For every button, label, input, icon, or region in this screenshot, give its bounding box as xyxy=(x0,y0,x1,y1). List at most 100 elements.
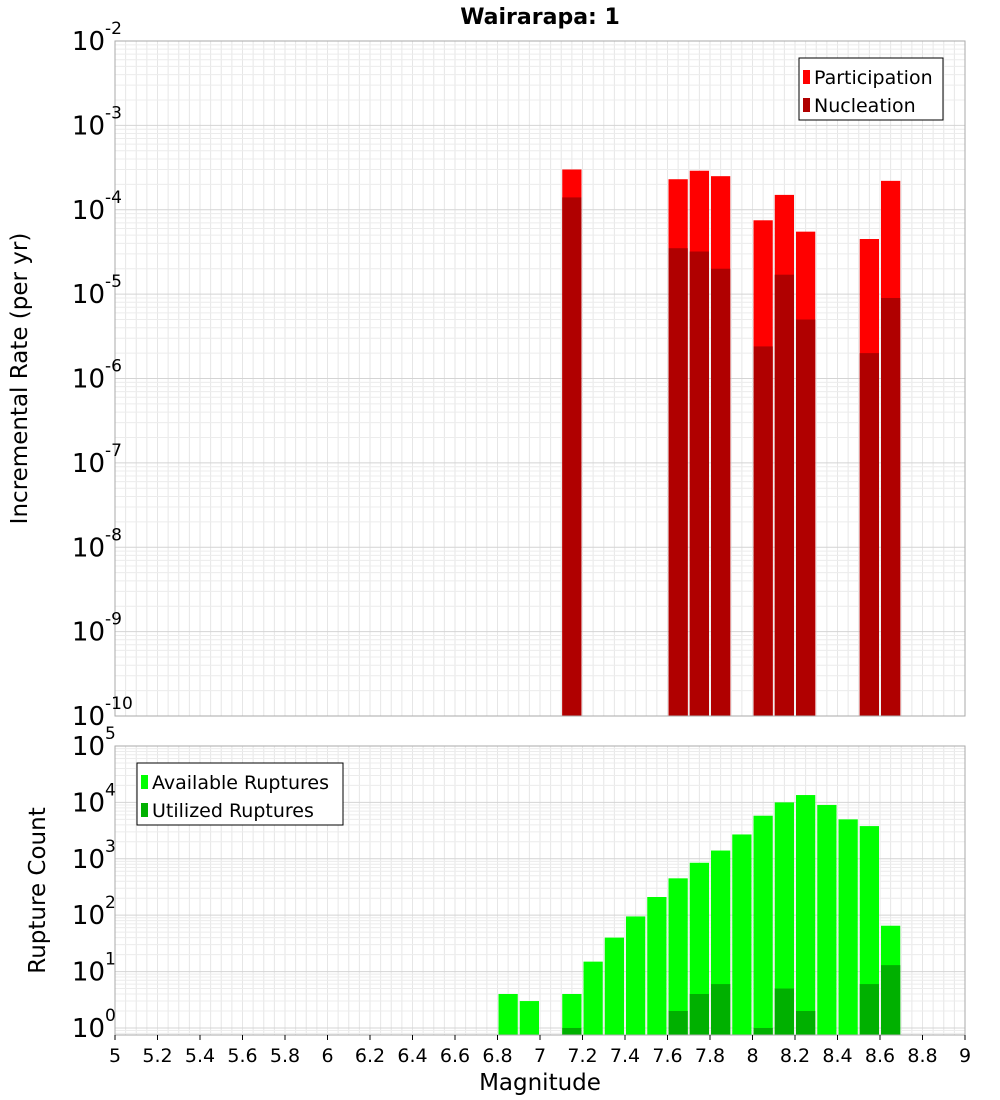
legend-swatch xyxy=(803,98,810,112)
y-tick-exponent: 0 xyxy=(105,1006,116,1026)
x-tick-label: 6.8 xyxy=(482,1045,512,1067)
plot-border xyxy=(114,40,966,717)
x-tick-label: 6 xyxy=(321,1045,333,1067)
bar-nucleation xyxy=(753,346,773,716)
x-tick-label: 9 xyxy=(959,1045,971,1067)
bar-nucleation xyxy=(689,251,709,716)
y-tick-exponent: -3 xyxy=(105,103,122,123)
x-tick-labels: 5 5.2 5.4 5.6 5.8 6 6.2 6.4 6.6 6.8 7 7.2 7.4 7.6 7.8 8… xyxy=(109,1035,971,1067)
y-tick-exponent: -9 xyxy=(105,610,122,630)
x-tick-label: 6.2 xyxy=(355,1045,385,1067)
legend-label: Nucleation xyxy=(814,95,916,117)
y-tick-exponent: -5 xyxy=(105,272,122,292)
bar-available-ruptures xyxy=(498,994,518,1035)
x-tick-label: 7.2 xyxy=(567,1045,597,1067)
y-tick-label: 10 xyxy=(72,280,105,310)
x-tick-label: 7.4 xyxy=(610,1045,640,1067)
bar-available-ruptures xyxy=(519,1001,539,1035)
y-tick-exponent: 5 xyxy=(105,724,116,744)
bar-utilized-ruptures xyxy=(753,1027,773,1035)
y-tick-label: 10 xyxy=(72,901,105,931)
bar-available-ruptures xyxy=(859,826,879,1035)
legend-swatch xyxy=(141,775,148,789)
y-tick-label: 10 xyxy=(72,196,105,226)
x-tick-label: 7.8 xyxy=(695,1045,725,1067)
x-axis-title: Magnitude xyxy=(479,1070,601,1096)
y-tick-label: 10 xyxy=(72,449,105,479)
legend-label: Available Ruptures xyxy=(152,772,329,794)
y-tick-label: 10 xyxy=(72,27,105,57)
y-tick-label: 10 xyxy=(72,365,105,395)
y-tick-label: 10 xyxy=(72,732,105,762)
series-nucleation xyxy=(562,197,901,717)
x-tick-label: 6.6 xyxy=(440,1045,470,1067)
bar-nucleation xyxy=(796,319,816,716)
bar-nucleation xyxy=(668,248,688,717)
x-tick-label: 8.8 xyxy=(907,1045,937,1067)
x-tick-label: 5.2 xyxy=(142,1045,172,1067)
chart-title: Wairarapa: 1 xyxy=(460,5,620,30)
bar-nucleation xyxy=(859,353,879,716)
y-tick-label: 10 xyxy=(72,111,105,141)
bar-available-ruptures xyxy=(562,994,582,1035)
y-tick-exponent: -7 xyxy=(105,441,122,461)
legend-box xyxy=(136,762,344,826)
y-tick-exponent: 1 xyxy=(105,950,116,970)
y-tick-exponent: -2 xyxy=(105,19,122,39)
legend-label: Utilized Ruptures xyxy=(152,800,314,822)
x-tick-label: 8 xyxy=(746,1045,758,1067)
legend-swatch xyxy=(141,803,148,817)
y-tick-label: 10 xyxy=(72,702,105,732)
bar-nucleation xyxy=(562,197,582,717)
bar-utilized-ruptures xyxy=(711,984,731,1035)
gridlines xyxy=(114,41,966,717)
bar-utilized-ruptures xyxy=(668,1010,688,1035)
x-tick-label: 7 xyxy=(534,1045,546,1067)
bar-utilized-ruptures xyxy=(796,1010,816,1035)
y-tick-exponent: -6 xyxy=(105,357,122,377)
y-tick-exponent: -8 xyxy=(105,525,122,545)
bar-nucleation xyxy=(774,274,794,716)
x-tick-label: 6.4 xyxy=(397,1045,427,1067)
bar-utilized-ruptures xyxy=(689,994,709,1035)
y-tick-label: 10 xyxy=(72,533,105,563)
legend: Participation Nucleation xyxy=(798,57,944,121)
x-tick-label: 5.6 xyxy=(227,1045,257,1067)
bar-available-ruptures xyxy=(774,802,794,1035)
y-axis-title: Incremental Rate (per yr) xyxy=(7,233,33,525)
legend-box xyxy=(798,57,944,121)
bar-utilized-ruptures xyxy=(881,965,901,1035)
y-tick-exponent: -10 xyxy=(105,694,133,714)
x-tick-label: 8.4 xyxy=(822,1045,852,1067)
bar-available-ruptures xyxy=(668,878,688,1035)
x-tick-label: 8.2 xyxy=(780,1045,810,1067)
legend-label: Participation xyxy=(814,67,933,89)
legend: Available Ruptures Utilized Ruptures xyxy=(136,762,344,826)
y-tick-label: 10 xyxy=(72,845,105,875)
bar-available-ruptures xyxy=(583,961,603,1035)
bar-utilized-ruptures xyxy=(774,988,794,1035)
bar-available-ruptures xyxy=(838,819,858,1035)
bar-available-ruptures xyxy=(732,834,752,1035)
y-tick-label: 10 xyxy=(72,1014,105,1044)
bar-available-ruptures xyxy=(647,897,667,1035)
bar-available-ruptures xyxy=(796,795,816,1035)
x-tick-label: 5.4 xyxy=(185,1045,215,1067)
bar-available-ruptures xyxy=(604,937,624,1035)
y-axis-title: Rupture Count xyxy=(25,807,51,973)
bar-utilized-ruptures xyxy=(562,1027,582,1035)
y-tick-exponent: -4 xyxy=(105,188,122,208)
y-tick-label: 10 xyxy=(72,958,105,988)
bar-available-ruptures xyxy=(689,862,709,1035)
x-tick-label: 5.8 xyxy=(270,1045,300,1067)
x-tick-label: 8.6 xyxy=(865,1045,895,1067)
x-tick-label: 7.6 xyxy=(652,1045,682,1067)
x-tick-label: 5 xyxy=(109,1045,121,1067)
legend-swatch xyxy=(803,70,810,84)
y-tick-exponent: 2 xyxy=(105,893,116,913)
bar-nucleation xyxy=(881,297,901,716)
